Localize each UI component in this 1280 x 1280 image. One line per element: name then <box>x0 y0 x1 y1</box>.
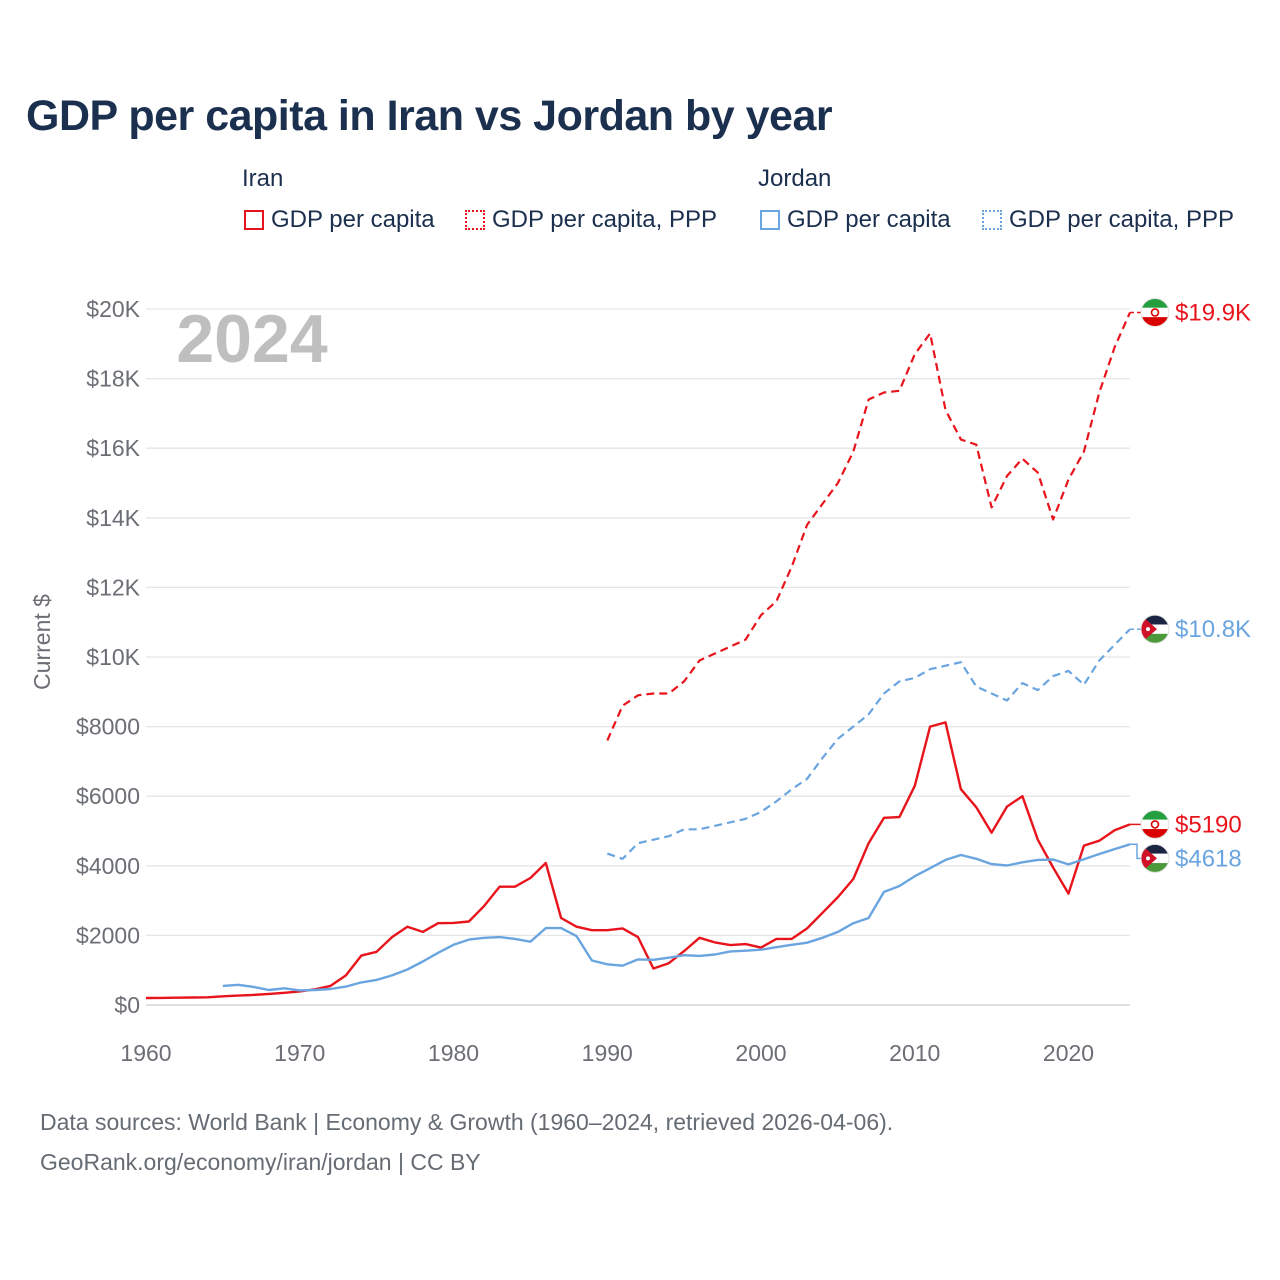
y-tick-label: $4000 <box>76 853 140 879</box>
source-line-1: Data sources: World Bank | Economy & Gro… <box>40 1109 894 1135</box>
legend-item-iran-ppp[interactable]: GDP per capita, PPP <box>465 206 717 234</box>
x-tick-label: 1960 <box>120 1040 171 1066</box>
series-line-jordan-ppp <box>606 628 1131 860</box>
legend-item-jordan-gdp[interactable]: GDP per capita <box>760 206 951 234</box>
y-tick-label: $10K <box>86 644 140 670</box>
series-line-iran-gdp <box>145 721 1131 1000</box>
series-line-jordan-gdp <box>222 843 1131 992</box>
legend-item-iran-gdp[interactable]: GDP per capita <box>244 206 435 234</box>
x-tick-label: 1990 <box>582 1040 633 1066</box>
y-tick-label: $12K <box>86 574 140 600</box>
legend-swatch-dotted-blue-icon <box>982 210 1002 230</box>
jordan-flag-icon <box>1140 843 1170 873</box>
y-tick-label: $16K <box>86 435 140 461</box>
iran-flag-icon <box>1140 809 1170 839</box>
year-watermark: 2024 <box>176 301 327 377</box>
y-tick-label: $2000 <box>76 922 140 948</box>
chart-title: GDP per capita in Iran vs Jordan by year <box>26 92 833 140</box>
y-tick-label: $14K <box>86 505 140 531</box>
series-lines <box>145 312 1132 1000</box>
legend-label-jordan-gdp: GDP per capita <box>787 206 951 233</box>
legend-heading-jordan: Jordan <box>758 165 832 192</box>
jordan-flag-icon <box>1140 614 1170 644</box>
end-label-connector <box>1130 843 1141 860</box>
x-axis-tick-labels: 1960 1970 1980 1990 2000 2010 2020 <box>120 1040 1094 1066</box>
source-line-2[interactable]: GeoRank.org/economy/iran/jordan | CC BY <box>40 1149 481 1175</box>
end-label-value: $5190 <box>1175 811 1242 838</box>
y-tick-label: $18K <box>86 366 140 392</box>
x-tick-label: 2010 <box>889 1040 940 1066</box>
y-tick-label: $8000 <box>76 714 140 740</box>
end-labels: $19.9K $10.8K $5190 $4618 <box>1130 297 1251 873</box>
iran-flag-icon <box>1140 297 1170 327</box>
x-tick-label: 1980 <box>428 1040 479 1066</box>
x-tick-label: 1970 <box>274 1040 325 1066</box>
end-label-value: $4618 <box>1175 845 1242 872</box>
legend-label-iran-gdp: GDP per capita <box>271 206 435 233</box>
legend-label-iran-ppp: GDP per capita, PPP <box>492 206 717 233</box>
x-tick-label: 2020 <box>1043 1040 1094 1066</box>
legend-heading-iran: Iran <box>242 165 284 192</box>
legend-swatch-solid-red-icon <box>244 210 264 230</box>
end-label-value: $19.9K <box>1175 299 1251 326</box>
legend-swatch-dotted-red-icon <box>465 210 485 230</box>
legend-swatch-solid-blue-icon <box>760 210 780 230</box>
series-line-iran-ppp <box>606 312 1132 741</box>
y-tick-label: $6000 <box>76 783 140 809</box>
grid-lines <box>146 308 1130 1006</box>
end-label-value: $10.8K <box>1175 616 1251 643</box>
y-axis-tick-labels: $0 $2000 $4000 $6000 $8000 $10K $12K $14K $16K $1… <box>76 296 141 1018</box>
legend-item-jordan-ppp[interactable]: GDP per capita, PPP <box>982 206 1234 234</box>
y-tick-label: $0 <box>114 992 140 1018</box>
y-tick-label: $20K <box>86 296 140 322</box>
x-tick-label: 2000 <box>735 1040 786 1066</box>
legend-label-jordan-ppp: GDP per capita, PPP <box>1009 206 1234 233</box>
y-axis-label: Current $ <box>29 594 55 690</box>
